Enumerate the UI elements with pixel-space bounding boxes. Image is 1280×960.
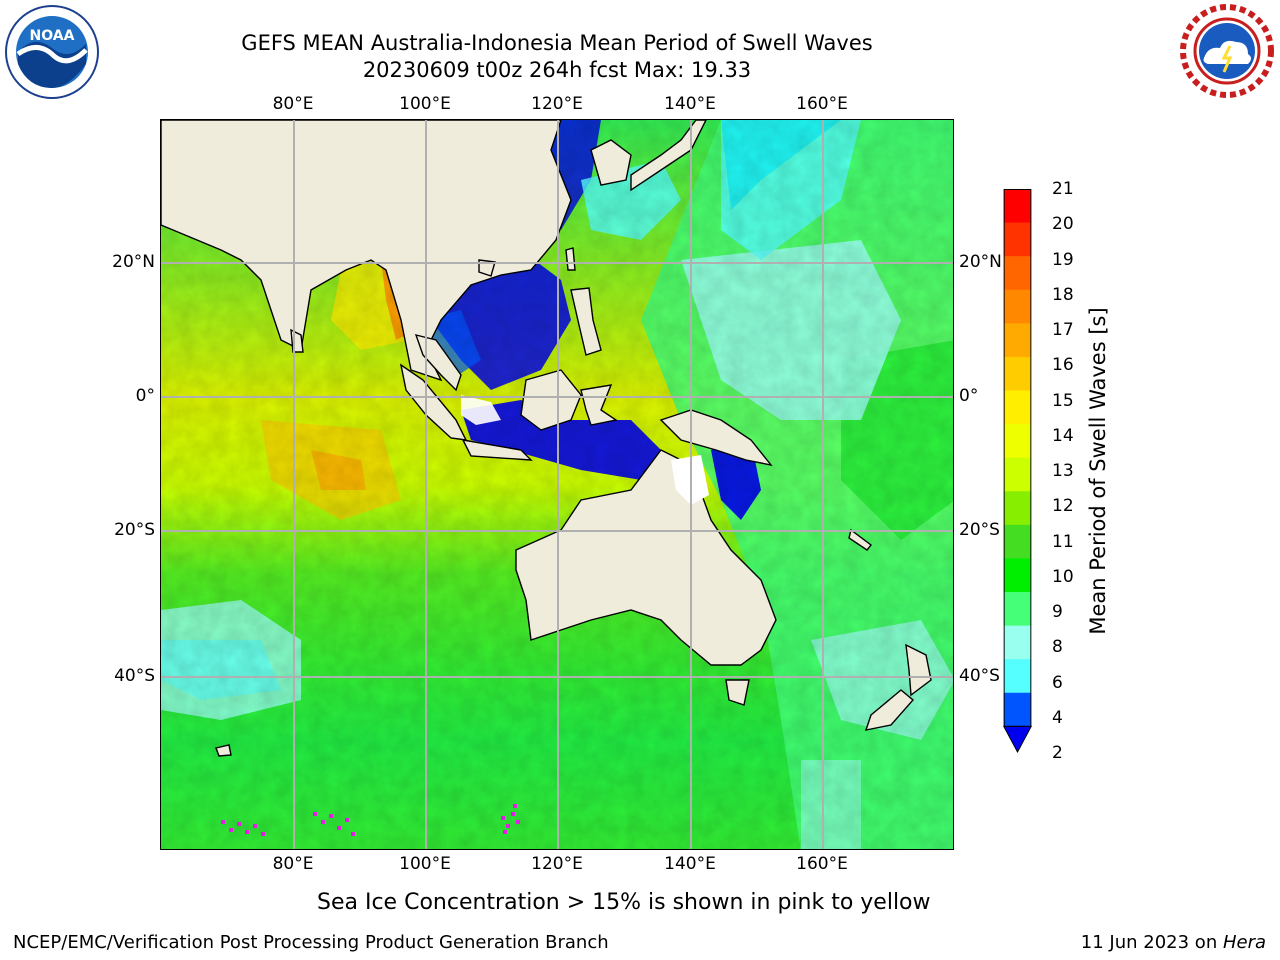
- colorbar-tick-label: 15: [1052, 390, 1074, 411]
- colorbar-tick-label: 10: [1052, 566, 1074, 587]
- lon-tick-bottom: 140°E: [664, 854, 716, 874]
- lat-tick-left: 20°S: [114, 520, 155, 540]
- map-panel: [160, 119, 954, 850]
- colorbar-segment: [1003, 524, 1032, 559]
- colorbar-segment: [1003, 289, 1032, 324]
- colorbar-extend-triangle: [1003, 725, 1032, 753]
- lon-tick-bottom: 160°E: [796, 854, 848, 874]
- colorbar-tick-label: 19: [1052, 249, 1074, 270]
- colorbar-segment: [1003, 222, 1032, 257]
- lon-tick-top: 140°E: [664, 94, 716, 114]
- colorbar-segment: [1003, 591, 1032, 627]
- colorbar-segment: [1003, 424, 1032, 459]
- lat-tick-left: 40°S: [114, 666, 155, 686]
- lon-tick-bottom: 100°E: [399, 854, 451, 874]
- colorbar-segment: [1003, 692, 1032, 727]
- map-canvas: [161, 120, 953, 849]
- land: [161, 120, 932, 757]
- footer-date: 11 Jun 2023 on Hera: [1081, 932, 1266, 953]
- lat-tick-right: 0°: [959, 386, 979, 406]
- colorbar-segment: [1003, 323, 1032, 358]
- colorbar-segment: [1003, 491, 1032, 526]
- sea-ice: [221, 804, 520, 836]
- colorbar-segment: [1003, 625, 1032, 660]
- footer-date-text: 11 Jun 2023 on: [1080, 932, 1223, 953]
- colorbar: [1003, 189, 1032, 753]
- colorbar-segment: [1003, 457, 1032, 492]
- map-subtitle: 20230609 t00z 264h fcst Max: 19.33: [362, 58, 752, 82]
- lat-tick-left: 20°N: [112, 252, 155, 272]
- lat-tick-left: 0°: [135, 386, 155, 406]
- lon-tick-bottom: 80°E: [272, 854, 314, 874]
- colorbar-tick-label: 2: [1052, 743, 1063, 763]
- colorbar-tick-label: 21: [1052, 179, 1074, 199]
- colorbar-tick-label: 9: [1052, 602, 1063, 622]
- colorbar-tick-label: 6: [1052, 672, 1063, 693]
- lat-tick-right: 40°S: [959, 666, 1000, 686]
- colorbar-segment: [1003, 659, 1032, 694]
- colorbar-tick-label: 12: [1052, 496, 1074, 517]
- colorbar-tick-label: 4: [1052, 707, 1063, 728]
- graticule: [161, 120, 953, 849]
- lat-tick-right: 20°S: [959, 520, 1000, 540]
- colorbar-tick-label: 20: [1052, 214, 1074, 235]
- colorbar-segment: [1003, 390, 1032, 425]
- lat-tick-right: 20°N: [959, 252, 1002, 272]
- colorbar-title: Mean Period of Swell Waves [s]: [1086, 307, 1110, 635]
- noaa-logo: NOAA: [4, 4, 100, 100]
- colorbar-segment: [1003, 356, 1032, 391]
- colorbar-segment: [1003, 189, 1032, 224]
- footer-machine: Hera: [1222, 932, 1266, 953]
- nws-logo: [1178, 2, 1276, 100]
- colorbar-tick-label: 14: [1052, 425, 1074, 446]
- colorbar-outline: [1003, 189, 1032, 727]
- colorbar-tick-label: 17: [1052, 320, 1074, 340]
- colorbar-tick-label: 11: [1052, 531, 1074, 552]
- lon-tick-top: 80°E: [272, 94, 314, 114]
- map-title: GEFS MEAN Australia-Indonesia Mean Perio…: [241, 31, 873, 55]
- noaa-logo-text: NOAA: [30, 28, 75, 44]
- australia: [515, 449, 777, 666]
- colorbar-segment: [1003, 558, 1032, 593]
- lon-tick-top: 100°E: [399, 94, 451, 114]
- colorbar-segment: [1003, 256, 1032, 291]
- lon-tick-top: 160°E: [796, 94, 848, 114]
- lon-tick-top: 120°E: [531, 94, 583, 114]
- lon-tick-bottom: 120°E: [531, 854, 583, 874]
- footer-credit: NCEP/EMC/Verification Post Processing Pr…: [13, 932, 609, 953]
- colorbar-tick-label: 8: [1052, 637, 1063, 658]
- colorbar-tick-label: 13: [1052, 461, 1074, 481]
- sea-ice-caption: Sea Ice Concentration > 15% is shown in …: [317, 890, 931, 915]
- colorbar-tick-label: 16: [1052, 355, 1074, 376]
- colorbar-tick-label: 18: [1052, 284, 1074, 305]
